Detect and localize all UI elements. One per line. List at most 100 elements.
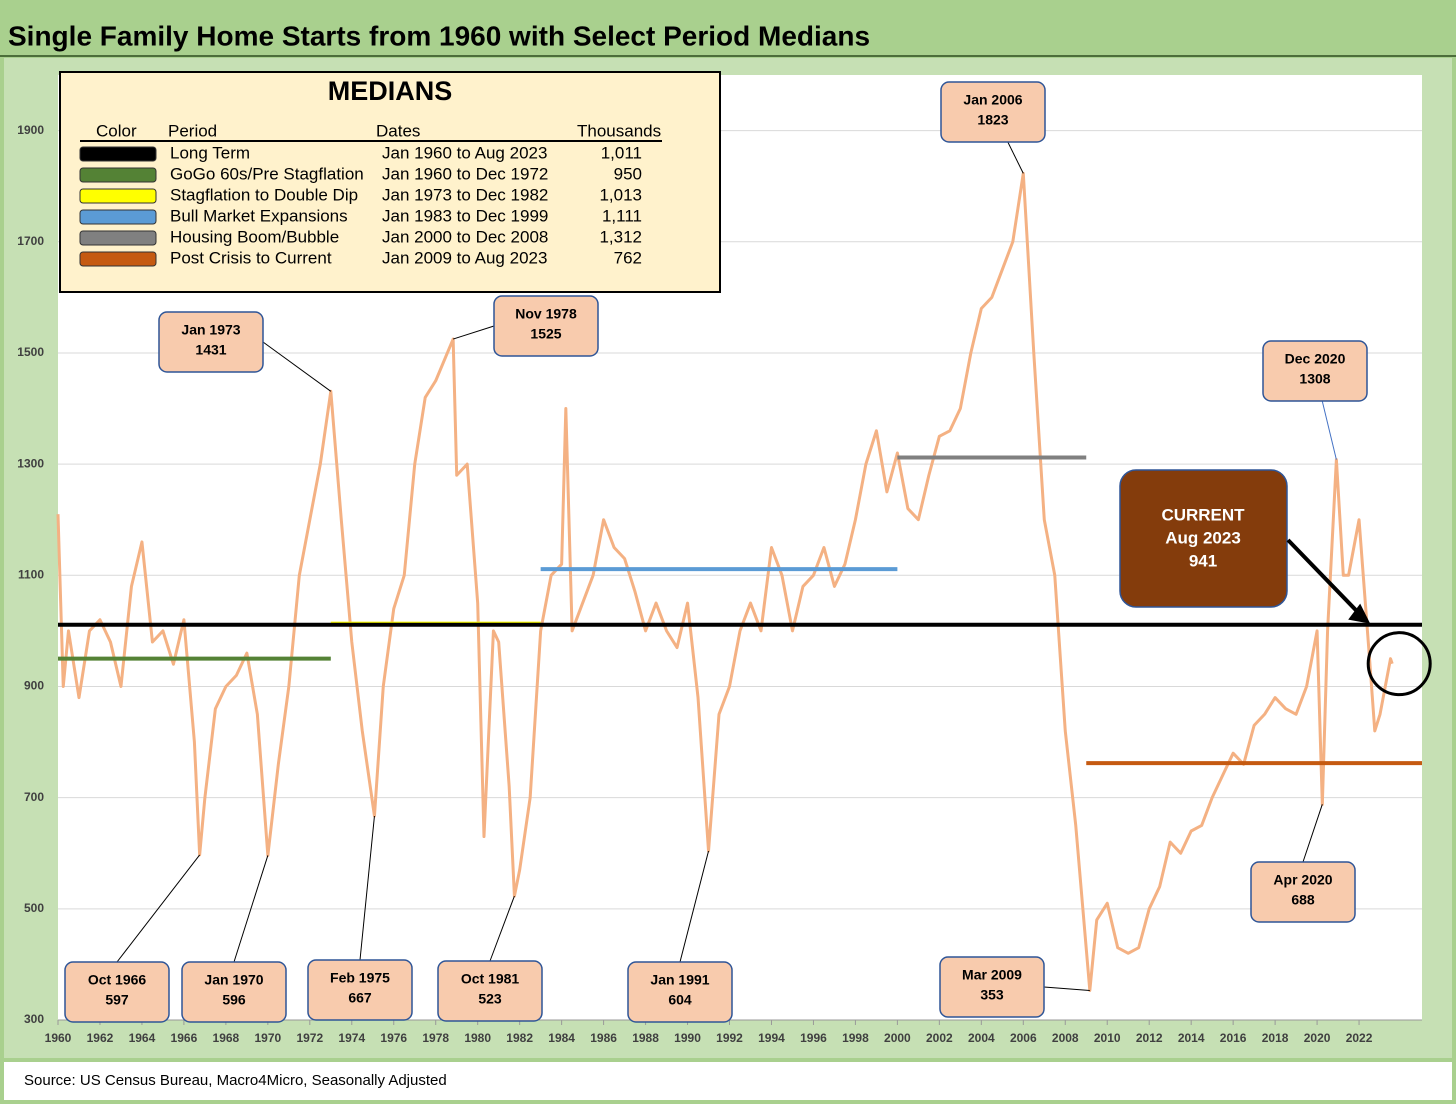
callout-leader — [116, 854, 201, 963]
callout-box — [64, 961, 170, 1023]
callout-label: Dec 2020 — [1285, 351, 1346, 367]
legend-swatch — [79, 167, 157, 183]
chart-title: Single Family Home Starts from 1960 with… — [8, 20, 870, 51]
callout-label: Jan 2006 — [963, 92, 1022, 108]
callout-value: 688 — [1291, 892, 1315, 908]
y-tick-label: 1700 — [17, 234, 44, 248]
y-tick-label: 500 — [24, 901, 44, 915]
x-tick-label: 1964 — [129, 1031, 156, 1045]
x-tick-label: 1990 — [674, 1031, 701, 1045]
callout-value: 523 — [478, 991, 502, 1007]
x-tick-label: 1974 — [338, 1031, 365, 1045]
x-tick-label: 1970 — [254, 1031, 281, 1045]
callout-value: 1525 — [530, 326, 561, 342]
current-label: Aug 2023 — [1165, 528, 1241, 547]
callout-label: Jan 1991 — [650, 972, 709, 988]
y-tick-label: 900 — [24, 679, 44, 693]
legend-header: Dates — [376, 121, 420, 140]
x-tick-label: 1986 — [590, 1031, 617, 1045]
callout-leader — [233, 855, 269, 963]
legend-dates: Jan 1960 to Aug 2023 — [382, 143, 547, 162]
callout-value: 1431 — [195, 342, 226, 358]
callout-box — [1262, 340, 1368, 402]
x-tick-label: 1980 — [464, 1031, 491, 1045]
x-tick-label: 1982 — [506, 1031, 533, 1045]
x-tick-label: 2020 — [1304, 1031, 1331, 1045]
y-tick-label: 300 — [24, 1012, 44, 1026]
callout-leader — [1043, 986, 1090, 992]
legend-value: 950 — [614, 164, 642, 183]
x-tick-label: 2000 — [884, 1031, 911, 1045]
callout-value: 1308 — [1299, 371, 1330, 387]
title-band — [0, 0, 1456, 56]
legend-box — [59, 71, 721, 293]
callout-value: 597 — [105, 992, 129, 1008]
x-tick-label: 2008 — [1052, 1031, 1079, 1045]
legend-value: 1,312 — [599, 227, 642, 246]
callout-box — [1250, 861, 1356, 923]
callout-box — [181, 961, 287, 1023]
legend-dates: Jan 2009 to Aug 2023 — [382, 248, 547, 267]
x-tick-label: 1972 — [296, 1031, 323, 1045]
y-tick-label: 1300 — [17, 456, 44, 470]
callout-box — [158, 311, 264, 373]
callout-label: Nov 1978 — [515, 306, 577, 322]
legend-swatch — [79, 230, 157, 246]
legend-dates: Jan 1983 to Dec 1999 — [382, 206, 548, 225]
source-note: Source: US Census Bureau, Macro4Micro, S… — [24, 1072, 447, 1089]
x-tick-label: 1996 — [800, 1031, 827, 1045]
callout-value: 1823 — [977, 112, 1008, 128]
callout-box — [437, 960, 543, 1022]
data-line — [56, 171, 1394, 993]
legend-title: MEDIANS — [328, 76, 453, 106]
callout-box — [307, 959, 413, 1021]
x-tick-label: 2012 — [1136, 1031, 1163, 1045]
callout-value: 604 — [668, 992, 692, 1008]
x-tick-label: 1998 — [842, 1031, 869, 1045]
legend-swatch — [79, 188, 157, 204]
x-tick-label: 2006 — [1010, 1031, 1037, 1045]
callout-label: Oct 1966 — [88, 972, 147, 988]
current-arrowhead — [1348, 603, 1371, 624]
legend-dates: Jan 2000 to Dec 2008 — [382, 227, 548, 246]
callout-leader — [262, 341, 332, 392]
callout-leader — [679, 850, 710, 963]
current-title: CURRENT — [1161, 505, 1245, 524]
callout-label: Jan 1970 — [204, 972, 263, 988]
x-tick-label: 1966 — [171, 1031, 198, 1045]
callout-box — [627, 961, 733, 1023]
x-tick-label: 2018 — [1262, 1031, 1289, 1045]
x-tick-label: 1988 — [632, 1031, 659, 1045]
x-tick-label: 1992 — [716, 1031, 743, 1045]
x-tick-label: 1994 — [758, 1031, 785, 1045]
callout-value: 596 — [222, 992, 246, 1008]
current-value: 941 — [1189, 551, 1217, 570]
x-tick-label: 1960 — [45, 1031, 72, 1045]
legend-swatch — [79, 209, 157, 225]
x-tick-label: 1976 — [380, 1031, 407, 1045]
y-tick-label: 1500 — [17, 345, 44, 359]
callout-label: Apr 2020 — [1273, 872, 1332, 888]
x-tick-label: 2004 — [968, 1031, 995, 1045]
x-tick-label: 1968 — [213, 1031, 240, 1045]
x-tick-label: 1978 — [422, 1031, 449, 1045]
x-tick-label: 2014 — [1178, 1031, 1205, 1045]
legend-header: Color — [96, 121, 137, 140]
legend-value: 762 — [614, 248, 642, 267]
x-tick-label: 2022 — [1346, 1031, 1373, 1045]
legend-dates: Jan 1973 to Dec 1982 — [382, 185, 548, 204]
legend-name: Housing Boom/Bubble — [170, 227, 339, 246]
x-tick-label: 2016 — [1220, 1031, 1247, 1045]
legend-name: GoGo 60s/Pre Stagflation — [170, 164, 364, 183]
legend-swatch — [79, 251, 157, 267]
y-tick-label: 700 — [24, 790, 44, 804]
legend-header: Thousands — [577, 121, 661, 140]
legend-value: 1,013 — [599, 185, 642, 204]
callout-box — [493, 295, 599, 357]
callout-label: Jan 1973 — [181, 322, 240, 338]
callout-leader — [359, 815, 375, 961]
callout-leader — [452, 325, 495, 340]
x-tick-label: 1984 — [548, 1031, 575, 1045]
legend-swatch — [79, 146, 157, 162]
